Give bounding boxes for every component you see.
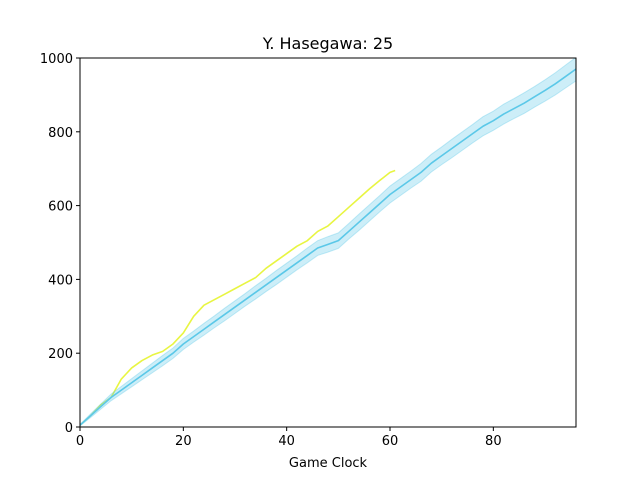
plot-area	[80, 58, 576, 427]
x-tick-label: 20	[175, 434, 192, 449]
chart-title: Y. Hasegawa: 25	[262, 34, 393, 53]
x-tick-label: 40	[278, 434, 295, 449]
y-tick-label: 400	[48, 273, 73, 288]
series-2-confidence-band	[80, 58, 576, 427]
y-tick-label: 800	[48, 126, 73, 141]
x-tick-label: 60	[382, 434, 399, 449]
y-tick-label: 600	[48, 200, 73, 215]
series-1-line	[80, 169, 396, 426]
x-tick-label: 0	[76, 434, 84, 449]
x-axis-label: Game Clock	[289, 456, 368, 471]
y-tick-label: 1000	[40, 52, 73, 67]
series-2-line	[80, 68, 576, 426]
x-tick-label: 80	[485, 434, 502, 449]
plot-frame	[79, 57, 577, 428]
y-tick-label: 0	[65, 421, 73, 436]
y-tick-label: 200	[48, 347, 73, 362]
